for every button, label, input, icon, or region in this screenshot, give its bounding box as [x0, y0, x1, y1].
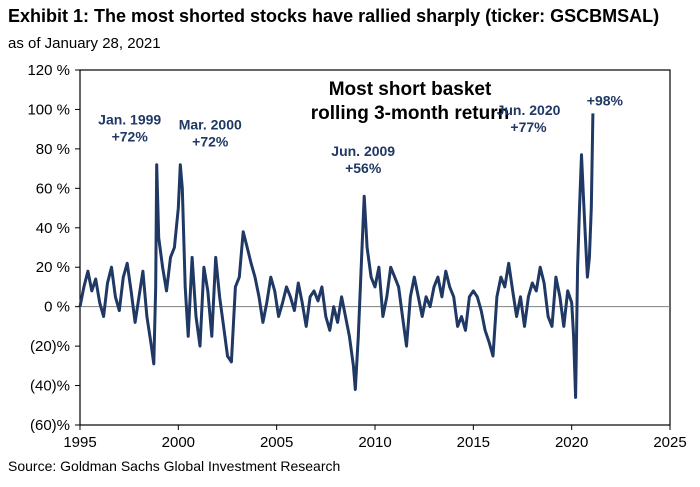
y-tick-label: 120 %	[27, 62, 70, 79]
annotation-label: Mar. 2000	[179, 117, 242, 133]
y-tick-label: 80 %	[36, 141, 70, 158]
chart-title: Exhibit 1: The most shorted stocks have …	[8, 6, 660, 26]
x-tick-label: 2000	[162, 434, 195, 451]
x-tick-label: 2020	[555, 434, 588, 451]
annotation-label: Jun. 2020	[497, 102, 561, 118]
chart-series	[78, 113, 595, 399]
y-tick-label: 40 %	[36, 220, 70, 237]
annotation-label: +72%	[192, 134, 229, 150]
annotation-label: Jun. 2009	[331, 143, 395, 159]
annotation-label: +77%	[510, 119, 547, 135]
x-tick-label: 2025	[653, 434, 686, 451]
annotation-label: +98%	[587, 92, 624, 108]
x-tick-label: 2005	[260, 434, 293, 451]
y-tick-label: 100 %	[27, 101, 70, 118]
y-tick-label: (20)%	[30, 338, 70, 355]
annotation-label: Jan. 1999	[98, 112, 161, 128]
chart-axes: (60)% (40)% (20)% 0 % 20 % 40 % 60 % 80 % 100 % 1…	[27, 62, 686, 451]
x-tick-label: 2015	[457, 434, 490, 451]
source-note: Source: Goldman Sachs Global Investment …	[8, 458, 341, 474]
annotation-label: +56%	[345, 160, 382, 176]
y-tick-label: 0 %	[44, 299, 70, 316]
plot-title-line: Most short basket	[329, 79, 492, 100]
y-tick-label: 20 %	[36, 259, 70, 276]
plot-title-line: rolling 3-month return	[311, 103, 509, 124]
chart-subtitle: as of January 28, 2021	[8, 35, 161, 52]
y-tick-label: (60)%	[30, 417, 70, 434]
x-tick-label: 2010	[358, 434, 391, 451]
y-tick-label: 60 %	[36, 180, 70, 197]
series-line	[78, 113, 595, 399]
y-tick-label: (40)%	[30, 378, 70, 395]
x-tick-label: 1995	[63, 434, 96, 451]
annotation-label: +72%	[112, 129, 149, 145]
